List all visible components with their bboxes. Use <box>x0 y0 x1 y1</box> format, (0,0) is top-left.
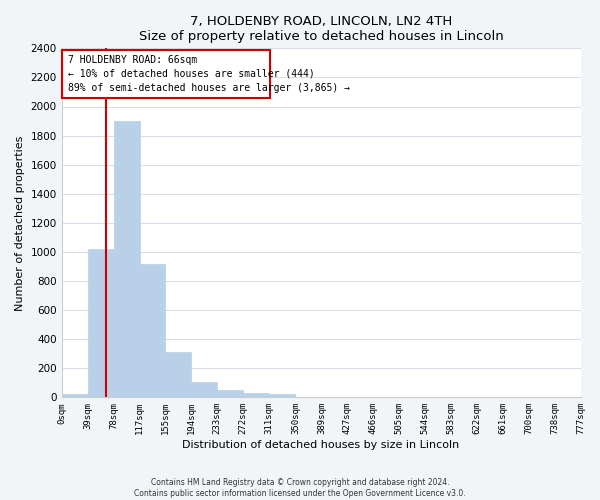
Title: 7, HOLDENBY ROAD, LINCOLN, LN2 4TH
Size of property relative to detached houses : 7, HOLDENBY ROAD, LINCOLN, LN2 4TH Size … <box>139 15 503 43</box>
Text: Contains HM Land Registry data © Crown copyright and database right 2024.
Contai: Contains HM Land Registry data © Crown c… <box>134 478 466 498</box>
Bar <box>62 394 88 398</box>
X-axis label: Distribution of detached houses by size in Lincoln: Distribution of detached houses by size … <box>182 440 460 450</box>
Bar <box>217 390 243 398</box>
Bar <box>243 393 269 398</box>
FancyBboxPatch shape <box>62 50 270 98</box>
Bar <box>269 394 295 398</box>
Bar <box>114 121 140 398</box>
Y-axis label: Number of detached properties: Number of detached properties <box>15 135 25 310</box>
Bar <box>165 352 191 398</box>
Bar <box>88 249 114 398</box>
Bar <box>191 382 217 398</box>
Bar <box>140 264 165 398</box>
Text: 7 HOLDENBY ROAD: 66sqm
← 10% of detached houses are smaller (444)
89% of semi-de: 7 HOLDENBY ROAD: 66sqm ← 10% of detached… <box>68 55 350 93</box>
